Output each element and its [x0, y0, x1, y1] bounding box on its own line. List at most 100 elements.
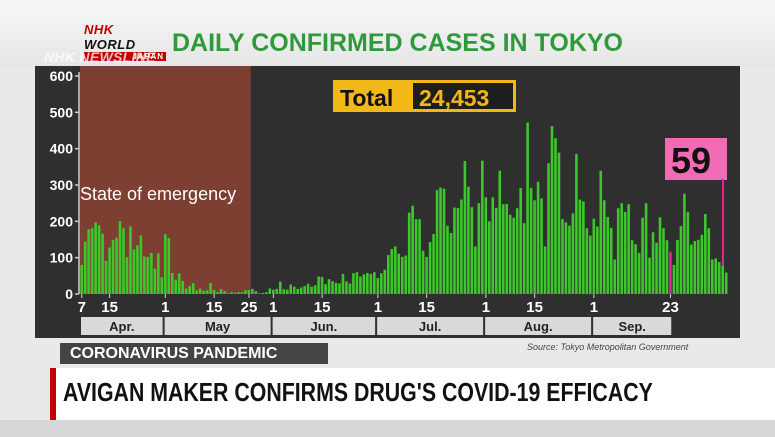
- bar: [198, 288, 202, 294]
- bar: [282, 289, 286, 294]
- bar: [453, 207, 456, 294]
- x-tick-label: 7: [78, 299, 86, 316]
- bar: [153, 268, 157, 294]
- bar: [536, 181, 540, 294]
- bar: [205, 290, 209, 294]
- latest-callout: 59: [665, 138, 727, 266]
- x-tick-label: 15: [101, 299, 118, 316]
- y-tick-label: 500: [50, 104, 74, 120]
- month-label: May: [205, 319, 231, 334]
- y-tick-label: 0: [65, 286, 73, 302]
- y-tick-label: 600: [50, 68, 74, 84]
- x-tick-label: 1: [590, 299, 598, 316]
- bar: [446, 225, 449, 294]
- bar: [191, 283, 195, 294]
- bar: [526, 122, 529, 294]
- bar: [219, 288, 223, 294]
- bar: [292, 286, 296, 294]
- bar: [331, 281, 334, 294]
- bar: [306, 283, 310, 294]
- bar: [704, 214, 707, 294]
- bar: [251, 288, 254, 294]
- bar-chart: 0 100 200 300 400 500 600 Apr. May Jun. Jul. Aug. S…: [50, 66, 728, 335]
- bar: [258, 293, 261, 294]
- bar: [108, 247, 111, 294]
- bar: [488, 221, 491, 294]
- bar: [83, 241, 87, 294]
- month-cell: [593, 317, 672, 335]
- bar: [303, 286, 306, 294]
- month-label: Apr.: [109, 319, 134, 334]
- month-cell: [377, 317, 484, 335]
- bar: [327, 279, 331, 294]
- bar: [230, 292, 233, 294]
- bar: [658, 217, 662, 294]
- bar: [515, 208, 519, 294]
- bar: [721, 265, 725, 294]
- bar: [393, 246, 397, 294]
- bar: [317, 276, 320, 294]
- y-tick-label: 300: [50, 177, 74, 193]
- bar: [425, 256, 428, 294]
- bar: [216, 292, 219, 294]
- bar: [630, 240, 634, 294]
- bar: [188, 286, 191, 294]
- bar: [181, 280, 185, 294]
- bar: [355, 272, 359, 294]
- bar: [651, 232, 655, 294]
- bar: [578, 199, 582, 294]
- bar: [164, 234, 167, 294]
- bar: [547, 163, 550, 294]
- bottom-strip: [0, 420, 775, 437]
- bar: [362, 274, 366, 294]
- bar: [202, 290, 205, 294]
- bar: [470, 207, 474, 294]
- bar: [627, 204, 630, 294]
- month-label: Jul.: [419, 319, 441, 334]
- bar: [359, 276, 362, 294]
- bar: [366, 272, 369, 294]
- bar: [672, 264, 676, 294]
- latest-value-label: 59: [671, 140, 711, 181]
- bar: [491, 197, 495, 294]
- bar: [648, 257, 651, 294]
- bar: [519, 187, 522, 294]
- bar: [275, 288, 279, 294]
- bar: [272, 289, 275, 294]
- bar: [240, 292, 244, 294]
- bar: [254, 291, 258, 294]
- bar: [268, 288, 272, 294]
- bar: [710, 259, 714, 294]
- bar: [522, 223, 526, 294]
- bar: [714, 258, 718, 294]
- bar: [606, 216, 610, 294]
- bar: [644, 203, 648, 294]
- bar: [386, 255, 390, 294]
- bar: [449, 232, 453, 294]
- x-tick-label: 1: [269, 299, 277, 316]
- bar: [474, 246, 477, 294]
- bar: [122, 228, 125, 294]
- bar: [146, 256, 150, 294]
- bar: [111, 239, 115, 294]
- bar: [390, 248, 394, 294]
- logo-sub: JAPAN: [84, 52, 166, 61]
- bar: [407, 212, 411, 294]
- bar: [505, 203, 509, 294]
- bar: [477, 203, 481, 294]
- month-cell: [485, 317, 592, 335]
- bar: [177, 273, 181, 294]
- newsline-watermark: NHK NEWSLINE: [44, 49, 156, 65]
- bar: [508, 214, 512, 294]
- bar: [543, 246, 547, 294]
- x-tick-label: 15: [314, 299, 331, 316]
- bar: [693, 240, 697, 294]
- y-tick-label: 100: [50, 250, 74, 266]
- topic-tag: CORONAVIRUS PANDEMIC: [60, 343, 328, 364]
- total-label: Total: [340, 85, 393, 111]
- bar: [641, 217, 644, 294]
- bar: [418, 219, 421, 294]
- bar: [380, 273, 383, 294]
- month-cell: [164, 317, 271, 335]
- bar: [345, 281, 348, 294]
